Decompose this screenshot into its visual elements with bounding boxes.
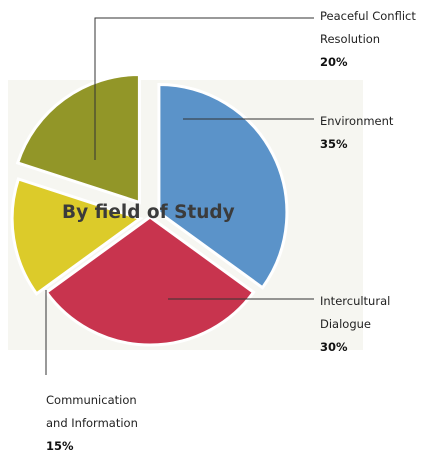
slice-label-communication-information: Communication and Information 15% (46, 389, 138, 458)
slice-name-line2: and Information (46, 416, 138, 430)
slice-percent: 20% (320, 55, 348, 69)
slice-percent: 15% (46, 439, 74, 453)
pie-slice-peaceful-conflict-resolution (15, 72, 141, 205)
pie-slice-environment (157, 82, 289, 290)
slice-label-environment: Environment 35% (320, 110, 393, 156)
slice-name-line2: Resolution (320, 32, 381, 46)
slice-label-intercultural-dialogue: Intercultural Dialogue 30% (320, 290, 390, 359)
slice-name-line2: Dialogue (320, 317, 371, 331)
slice-percent: 35% (320, 137, 348, 151)
slice-name: Communication (46, 393, 137, 407)
leader-peaceful-conflict-resolution (94, 17, 314, 160)
slice-percent: 30% (320, 340, 348, 354)
slice-name: Environment (320, 114, 394, 128)
pie-slice-communication-information (10, 177, 144, 296)
slice-name: Intercultural (320, 294, 391, 308)
slice-label-peaceful-conflict-resolution: Peaceful Conflict Resolution 20% (320, 5, 416, 74)
slice-name: Peaceful Conflict (320, 9, 416, 23)
chart-title: By field of Study (62, 202, 235, 223)
pie-slice-intercultural-dialogue (44, 215, 256, 347)
